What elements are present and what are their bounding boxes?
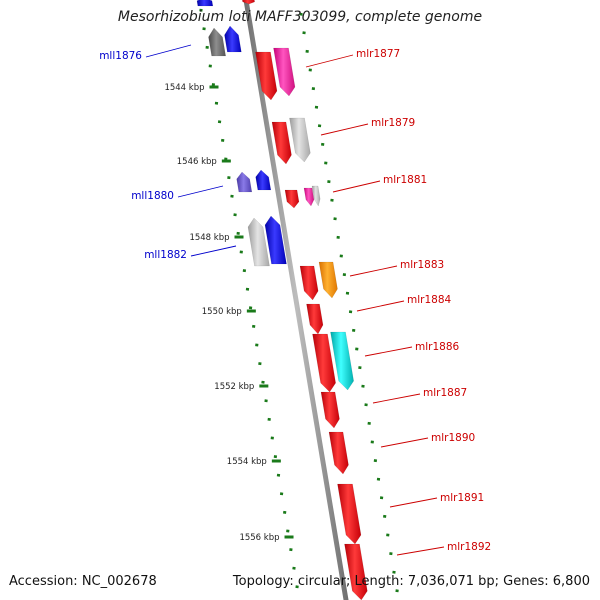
gene-arrow-mlr1892[interactable]	[344, 543, 368, 600]
backbone-layer	[243, 0, 349, 600]
gene-label-mll1876[interactable]: mll1876	[99, 50, 142, 62]
gene-arrow-pink[interactable]	[273, 47, 296, 97]
gene-label-mlr1881[interactable]: mlr1881	[383, 174, 427, 186]
label-layer: mll1876 mlr1877 mlr1879 mll1880 mlr1881 mll18…	[99, 44, 491, 556]
map-title: Mesorhizobium loti MAFF303099, complete …	[117, 9, 483, 25]
gene-leader-line	[320, 123, 369, 136]
gene-leader-line	[389, 497, 438, 508]
gene-arrow-mlr1891[interactable]	[337, 483, 362, 545]
gene-arrow-mlr1886[interactable]	[312, 333, 336, 393]
gene-arrow-top-red[interactable]	[242, 0, 255, 5]
gene-label-mlr1884[interactable]: mlr1884	[407, 294, 452, 306]
gene-arrow-mlr1883[interactable]	[299, 265, 319, 301]
gene-arrow-mlr1879[interactable]	[271, 121, 292, 165]
gene-label-mlr1883[interactable]: mlr1883	[400, 259, 444, 271]
ruler-label: 1556 kbp	[239, 533, 279, 543]
gene-leader-line	[305, 54, 354, 68]
gene-leader-line	[145, 44, 192, 58]
gene-label-mlr1892[interactable]: mlr1892	[447, 541, 491, 553]
gene-arrow-mll1882[interactable]	[264, 215, 287, 265]
gene-leader-line	[190, 245, 237, 257]
gene-label-mlr1886[interactable]: mlr1886	[415, 341, 460, 353]
gene-arrow-mlr1887[interactable]	[320, 391, 340, 429]
gene-arrow-purple[interactable]	[236, 171, 253, 193]
gene-label-mll1882[interactable]: mll1882	[144, 249, 187, 261]
accession-text: Accession: NC_002678	[9, 574, 157, 589]
gene-arrow-top-blue[interactable]	[196, 0, 214, 7]
gene-arrow-mlr1881[interactable]	[284, 189, 300, 209]
gene-arrow-mlr1884[interactable]	[306, 303, 324, 335]
gene-arrow-grey-4[interactable]	[311, 185, 321, 207]
gene-arrow-orange[interactable]	[318, 261, 338, 299]
gene-leader-line	[380, 437, 429, 448]
ruler-label: 1546 kbp	[177, 157, 217, 167]
gene-label-mlr1890[interactable]: mlr1890	[431, 432, 475, 444]
gene-leader-line	[364, 346, 413, 357]
gene-leader-line	[356, 300, 405, 312]
gene-arrow-grey[interactable]	[208, 27, 226, 57]
ruler-label: 1550 kbp	[202, 307, 242, 317]
gene-arrow-mll1880[interactable]	[255, 169, 272, 191]
gene-arrow-mll1876[interactable]	[224, 25, 242, 53]
gene-arrow-mlr1890[interactable]	[328, 431, 349, 475]
ruler-label: 1544 kbp	[164, 83, 204, 93]
gene-label-mlr1879[interactable]: mlr1879	[371, 117, 415, 129]
ruler-label: 1552 kbp	[214, 382, 254, 392]
gene-label-mll1880[interactable]: mll1880	[131, 190, 174, 202]
gene-leader-line	[177, 185, 224, 198]
gene-leader-line	[396, 546, 445, 556]
chromosome-backbone	[243, 0, 349, 600]
gene-arrow-pink-2[interactable]	[303, 187, 315, 207]
gene-label-mlr1877[interactable]: mlr1877	[356, 48, 400, 60]
gene-arrow-cyan[interactable]	[330, 331, 354, 391]
gene-arrow-mlr1877[interactable]	[255, 51, 278, 101]
topology-text: Topology: circular; Length: 7,036,071 bp…	[232, 574, 590, 589]
gene-leader-line	[372, 393, 421, 404]
gene-leader-line	[332, 180, 381, 193]
gene-leader-line	[349, 265, 398, 277]
ruler-label: 1548 kbp	[189, 233, 229, 243]
tick-layer: 1544 kbp 1546 kbp 1548 kbp 1550 kbp 1552 kbp…	[164, 8, 399, 593]
gene-label-mlr1891[interactable]: mlr1891	[440, 492, 484, 504]
gene-arrow-grey-3[interactable]	[289, 117, 311, 163]
gene-layer	[196, 0, 368, 600]
ruler-label: 1554 kbp	[227, 457, 267, 467]
gene-arrow-grey-2[interactable]	[247, 217, 270, 267]
gene-label-mlr1887[interactable]: mlr1887	[423, 387, 467, 399]
